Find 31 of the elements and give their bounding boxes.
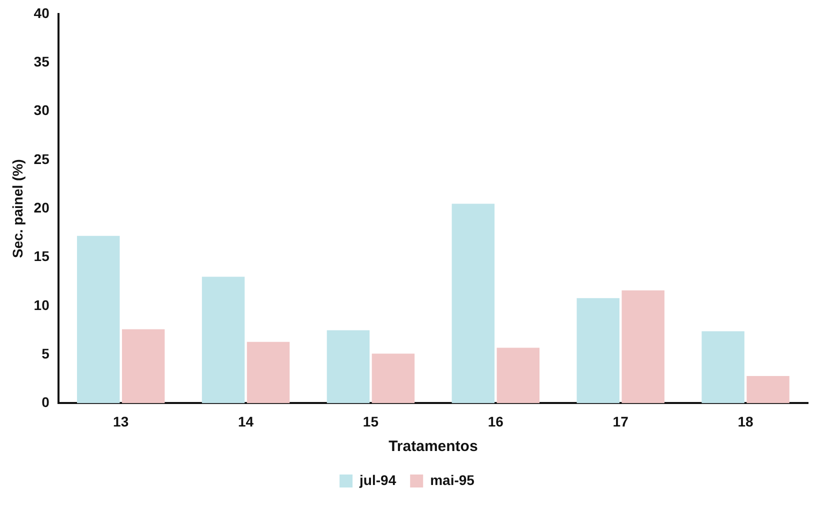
y-tick-label: 35 [34, 54, 50, 70]
x-tick-label: 13 [113, 413, 129, 430]
y-axis-title: Sec. painel (%) [9, 159, 26, 258]
bar [452, 204, 495, 404]
x-tick-label: 15 [362, 413, 379, 430]
bar [576, 298, 620, 404]
bar [702, 331, 744, 404]
y-tick-label: 40 [34, 4, 50, 21]
y-tick-label: 25 [34, 150, 50, 167]
bar [76, 236, 120, 404]
bar [202, 276, 245, 404]
y-tick-label: 15 [34, 248, 50, 264]
bar [496, 348, 540, 404]
bar [326, 330, 370, 404]
x-tick-label: 14 [238, 413, 254, 430]
bar [746, 376, 790, 404]
legend-label: mai-95 [430, 472, 475, 488]
x-tick-label: 16 [488, 413, 504, 430]
x-tick-label: 17 [612, 413, 629, 430]
bar [122, 329, 165, 404]
bar [372, 354, 415, 404]
y-tick-label: 20 [34, 199, 50, 216]
legend-label: jul-94 [358, 472, 396, 488]
y-tick-label: 5 [42, 345, 50, 362]
bar [246, 342, 290, 404]
y-tick-label: 30 [34, 102, 50, 118]
y-tick-label: 0 [42, 394, 50, 410]
x-axis-title: Tratamentos [388, 438, 478, 456]
y-tick-label: 10 [34, 296, 50, 313]
bar [622, 290, 664, 404]
x-tick-label: 18 [738, 413, 754, 430]
